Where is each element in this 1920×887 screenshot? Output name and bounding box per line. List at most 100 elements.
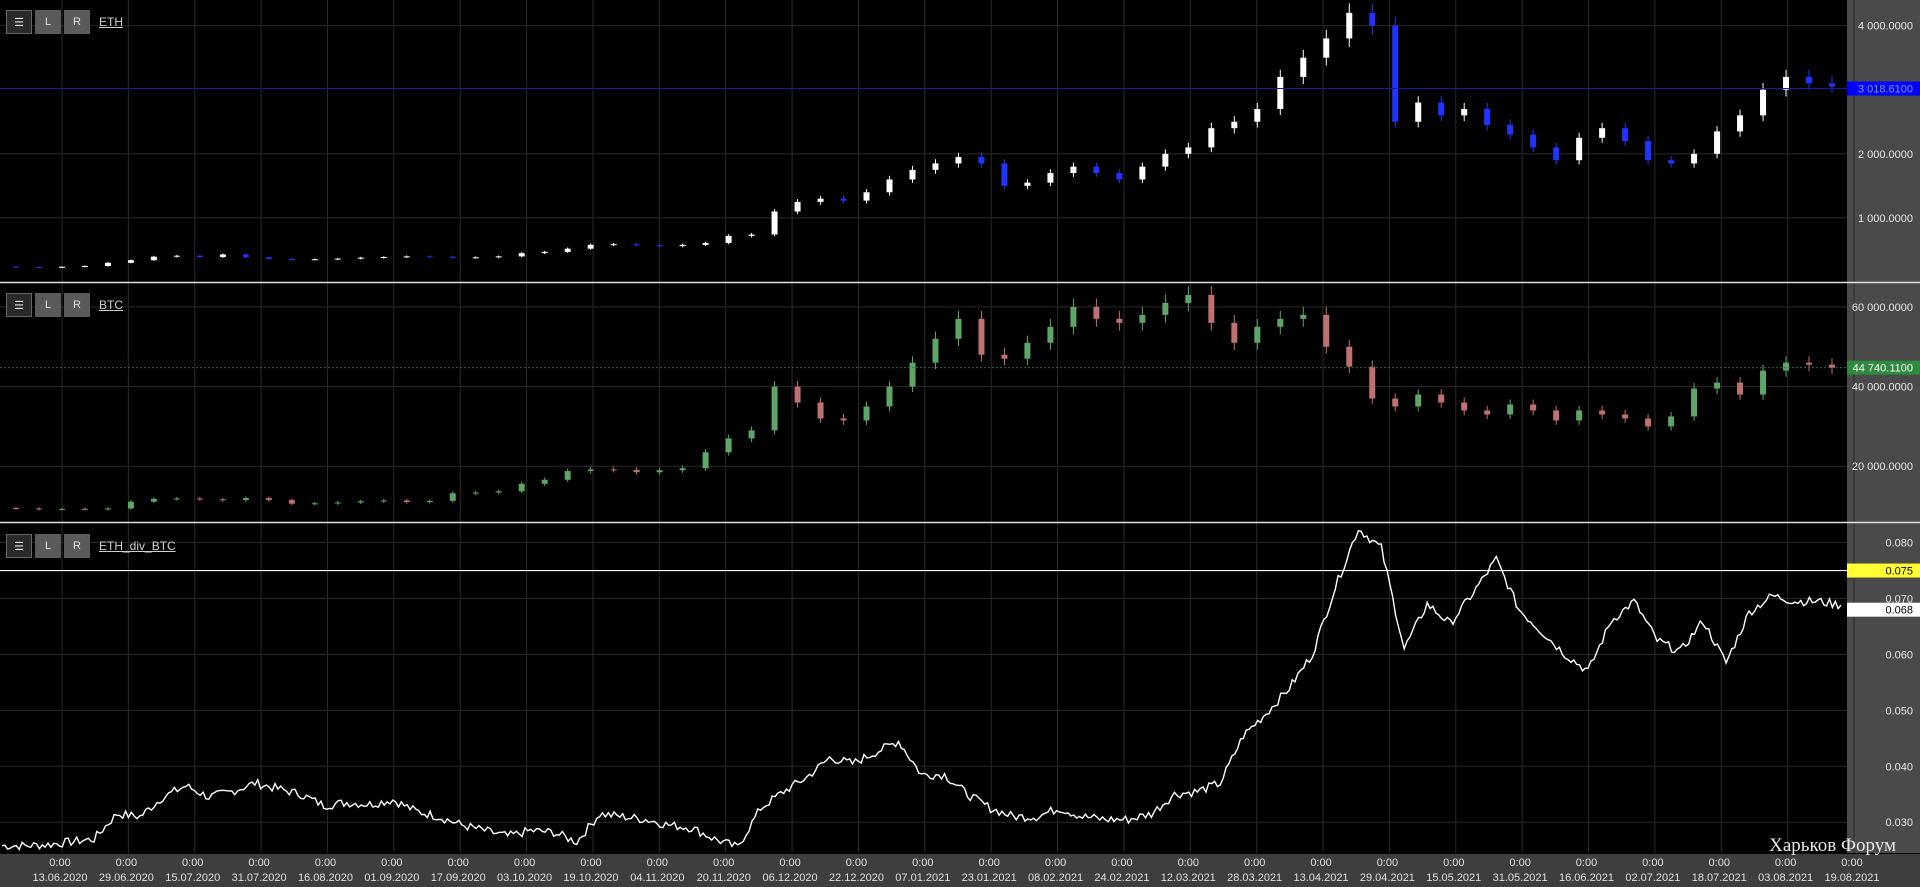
price-tick-label: 40 000.0000 xyxy=(1852,382,1913,394)
candle-body xyxy=(932,338,939,363)
candle-body xyxy=(1622,128,1629,141)
candle-body xyxy=(1369,366,1376,399)
symbol-link-ratio[interactable]: ETH_div_BTC xyxy=(99,539,176,553)
candle-body xyxy=(978,157,985,164)
candle-body xyxy=(1668,160,1675,164)
candle-body xyxy=(1254,326,1261,343)
candle-body xyxy=(1829,364,1835,368)
candle-body xyxy=(1415,102,1422,122)
candle-body xyxy=(1277,76,1284,109)
price-tick-label: 0.040 xyxy=(1885,761,1913,773)
left-scale-button[interactable]: L xyxy=(35,534,61,558)
time-tick-label: 0:00 xyxy=(1111,857,1132,869)
candle-body xyxy=(1553,410,1560,421)
watermark: Харьков Форум xyxy=(1769,835,1896,856)
candle-body xyxy=(288,258,295,260)
candle-body xyxy=(817,402,824,419)
price-tick-label: 0.070 xyxy=(1885,594,1913,606)
candle-body xyxy=(1392,25,1399,122)
list-menu-icon[interactable]: ☰ xyxy=(6,10,32,34)
price-scale xyxy=(1847,0,1920,282)
candle-body xyxy=(702,452,709,469)
candle-body xyxy=(449,493,456,501)
list-menu-icon[interactable]: ☰ xyxy=(6,293,32,317)
right-scale-button[interactable]: R xyxy=(64,10,90,34)
candle-body xyxy=(1185,147,1192,154)
date-tick-label: 06.12.2020 xyxy=(763,872,818,884)
candle-body xyxy=(1001,354,1008,359)
candle-body xyxy=(334,502,341,504)
candle-body xyxy=(1415,394,1422,407)
left-scale-button[interactable]: L xyxy=(35,10,61,34)
date-tick-label: 08.02.2021 xyxy=(1028,872,1083,884)
candle-body xyxy=(1461,402,1468,411)
candle-body xyxy=(1093,306,1100,319)
level-label: 0.075 xyxy=(1885,566,1913,578)
time-tick-label: 0:00 xyxy=(1377,857,1398,869)
candle-body xyxy=(610,469,617,471)
price-tick-label: 0.080 xyxy=(1885,538,1913,550)
candle-body xyxy=(242,254,249,258)
candle-body xyxy=(1438,394,1445,403)
date-tick-label: 18.07.2021 xyxy=(1692,872,1747,884)
candle-body xyxy=(1323,314,1330,347)
candle-body xyxy=(1806,76,1813,84)
right-scale-button[interactable]: R xyxy=(64,534,90,558)
candle-body xyxy=(1829,83,1835,87)
candle-body xyxy=(1806,362,1813,365)
candle-body xyxy=(1024,342,1031,359)
price-scale xyxy=(1847,523,1920,853)
candle-body xyxy=(1116,173,1123,180)
time-tick-label: 0:00 xyxy=(514,857,535,869)
candle-body xyxy=(58,508,65,510)
candle-body xyxy=(1507,404,1514,415)
candle-body xyxy=(1070,166,1077,174)
candle-body xyxy=(1093,166,1100,174)
candle-body xyxy=(771,386,778,431)
candle-body xyxy=(1691,153,1698,164)
candle-body xyxy=(748,234,755,236)
symbol-link-btc[interactable]: BTC xyxy=(99,298,123,312)
price-tick-label: 4 000.0000 xyxy=(1858,21,1913,33)
ratio-series-line xyxy=(1,530,1842,851)
candle-body xyxy=(863,406,870,421)
date-tick-label: 19.10.2020 xyxy=(563,872,618,884)
symbol-link-eth[interactable]: ETH xyxy=(99,15,123,29)
candle-body xyxy=(265,257,272,259)
candle-body xyxy=(1645,418,1652,427)
time-tick-label: 0:00 xyxy=(448,857,469,869)
time-tick-label: 0:00 xyxy=(779,857,800,869)
time-tick-label: 0:00 xyxy=(1642,857,1663,869)
candle-body xyxy=(978,318,985,355)
right-scale-button[interactable]: R xyxy=(64,293,90,317)
candle-body xyxy=(150,498,157,502)
candle-body xyxy=(357,257,364,259)
date-tick-label: 13.06.2020 xyxy=(32,872,87,884)
candle-body xyxy=(541,479,548,484)
time-tick-label: 0:00 xyxy=(182,857,203,869)
candle-body xyxy=(610,244,617,246)
candle-body xyxy=(1070,306,1077,327)
list-menu-icon[interactable]: ☰ xyxy=(6,534,32,558)
time-tick-label: 0:00 xyxy=(1509,857,1530,869)
candle-body xyxy=(725,235,732,243)
level-marker xyxy=(1847,563,1920,578)
time-tick-label: 0:00 xyxy=(1178,857,1199,869)
candle-body xyxy=(1208,294,1215,323)
candle-body xyxy=(748,430,755,439)
candle-body xyxy=(1369,12,1376,26)
left-scale-button[interactable]: L xyxy=(35,293,61,317)
candle-body xyxy=(104,262,111,266)
date-tick-label: 16.08.2020 xyxy=(298,872,353,884)
candle-body xyxy=(1185,294,1192,303)
date-tick-label: 15.05.2021 xyxy=(1426,872,1481,884)
time-tick-label: 0:00 xyxy=(315,857,336,869)
candle-body xyxy=(196,255,203,258)
time-tick-label: 0:00 xyxy=(647,857,668,869)
time-tick-label: 0:00 xyxy=(846,857,867,869)
date-tick-label: 03.10.2020 xyxy=(497,872,552,884)
candle-body xyxy=(311,503,318,505)
time-tick-label: 0:00 xyxy=(1443,857,1464,869)
